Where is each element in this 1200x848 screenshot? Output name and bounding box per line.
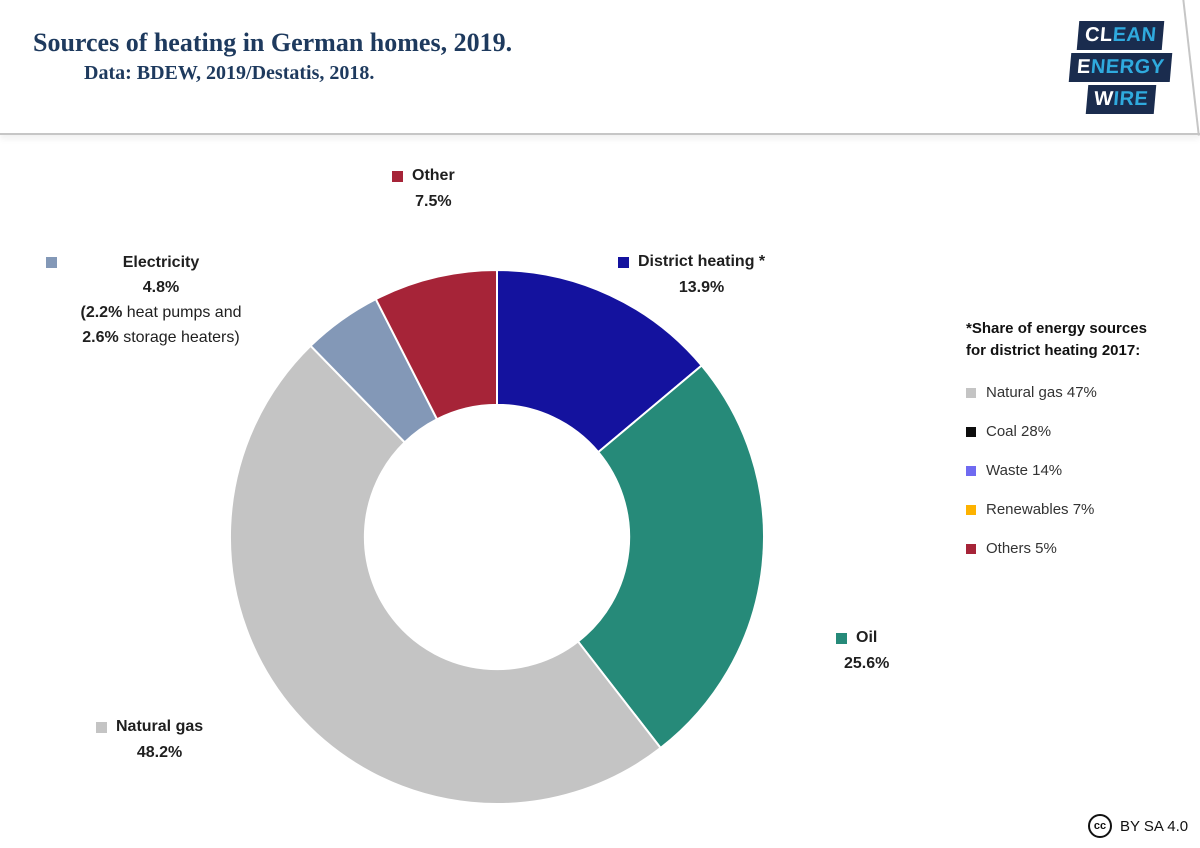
other-label: Other — [412, 167, 455, 184]
legend-item-waste: Waste 14% — [966, 462, 1186, 479]
callout-electricity: Electricity 4.8% (2.2% heat pumps and 2.… — [36, 250, 286, 350]
donut-segment-oil — [577, 364, 765, 749]
donut-segment-district-heating — [496, 269, 703, 454]
electricity-marker-icon — [46, 257, 57, 268]
creative-commons-icon: cc — [1088, 814, 1112, 838]
other-marker-icon — [392, 170, 403, 182]
natural-gas-label: Natural gas — [116, 718, 204, 735]
oil-label: Oil — [856, 629, 878, 646]
donut-segment-other — [374, 269, 498, 421]
electricity-note-line1: (2.2% heat pumps and — [80, 304, 242, 321]
donut-chart-container — [227, 267, 767, 807]
clean-energy-wire-logo: CLEAN ENERGY WIRE — [1068, 21, 1173, 114]
page-title: Sources of heating in German homes, 2019… — [33, 28, 513, 57]
logo-line-energy: ENERGY — [1068, 53, 1173, 82]
oil-marker-icon — [836, 632, 848, 644]
natural-gas-marker-icon — [96, 721, 107, 733]
data-source-subtitle: Data: BDEW, 2019/Destatis, 2018. — [84, 62, 375, 84]
district-heating-sources-legend: *Share of energy sources for district he… — [966, 318, 1186, 579]
oil-value: 25.6% — [844, 655, 890, 672]
page-corner-fold-line — [1182, 0, 1200, 136]
district-heating-marker-icon — [618, 256, 629, 268]
header: Sources of heating in German homes, 2019… — [0, 0, 1200, 136]
legend-item-natural-gas: Natural gas 47% — [966, 384, 1186, 401]
donut-segment-natural-gas — [228, 344, 662, 806]
district-heating-value: 13.9% — [678, 279, 725, 296]
electricity-note-line2: 2.6% storage heaters) — [82, 329, 240, 346]
legend-item-renewables: Renewables 7% — [966, 501, 1186, 518]
callout-oil: Oil 25.6% — [824, 625, 889, 677]
legend-natural-gas-marker-icon — [966, 387, 976, 398]
legend-item-coal: Coal 28% — [966, 423, 1186, 440]
legend-renewables-marker-icon — [966, 504, 976, 515]
legend-item-others: Others 5% — [966, 540, 1186, 557]
logo-line-clean: CLEAN — [1076, 21, 1165, 50]
legend-waste-marker-icon — [966, 465, 976, 476]
callout-other: Other 7.5% — [392, 163, 455, 215]
license-badge: cc BY SA 4.0 — [1088, 814, 1188, 838]
district-heating-label: District heating * — [638, 253, 766, 270]
logo-line-wire: WIRE — [1085, 85, 1157, 114]
donut-chart — [228, 269, 765, 806]
natural-gas-value: 48.2% — [136, 744, 183, 761]
legend-coal-marker-icon — [966, 426, 976, 437]
electricity-value: 4.8% — [142, 279, 180, 296]
other-value: 7.5% — [415, 193, 452, 210]
callout-natural-gas: Natural gas 48.2% — [96, 714, 203, 766]
electricity-label: Electricity — [122, 254, 200, 271]
license-text: BY SA 4.0 — [1120, 817, 1189, 835]
callout-district-heating: District heating * 13.9% — [618, 249, 765, 301]
legend-heading: *Share of energy sources for district he… — [966, 320, 1147, 359]
legend-items: Natural gas 47% Coal 28% Waste 14% Renew… — [966, 384, 1186, 557]
legend-others-marker-icon — [966, 543, 976, 554]
